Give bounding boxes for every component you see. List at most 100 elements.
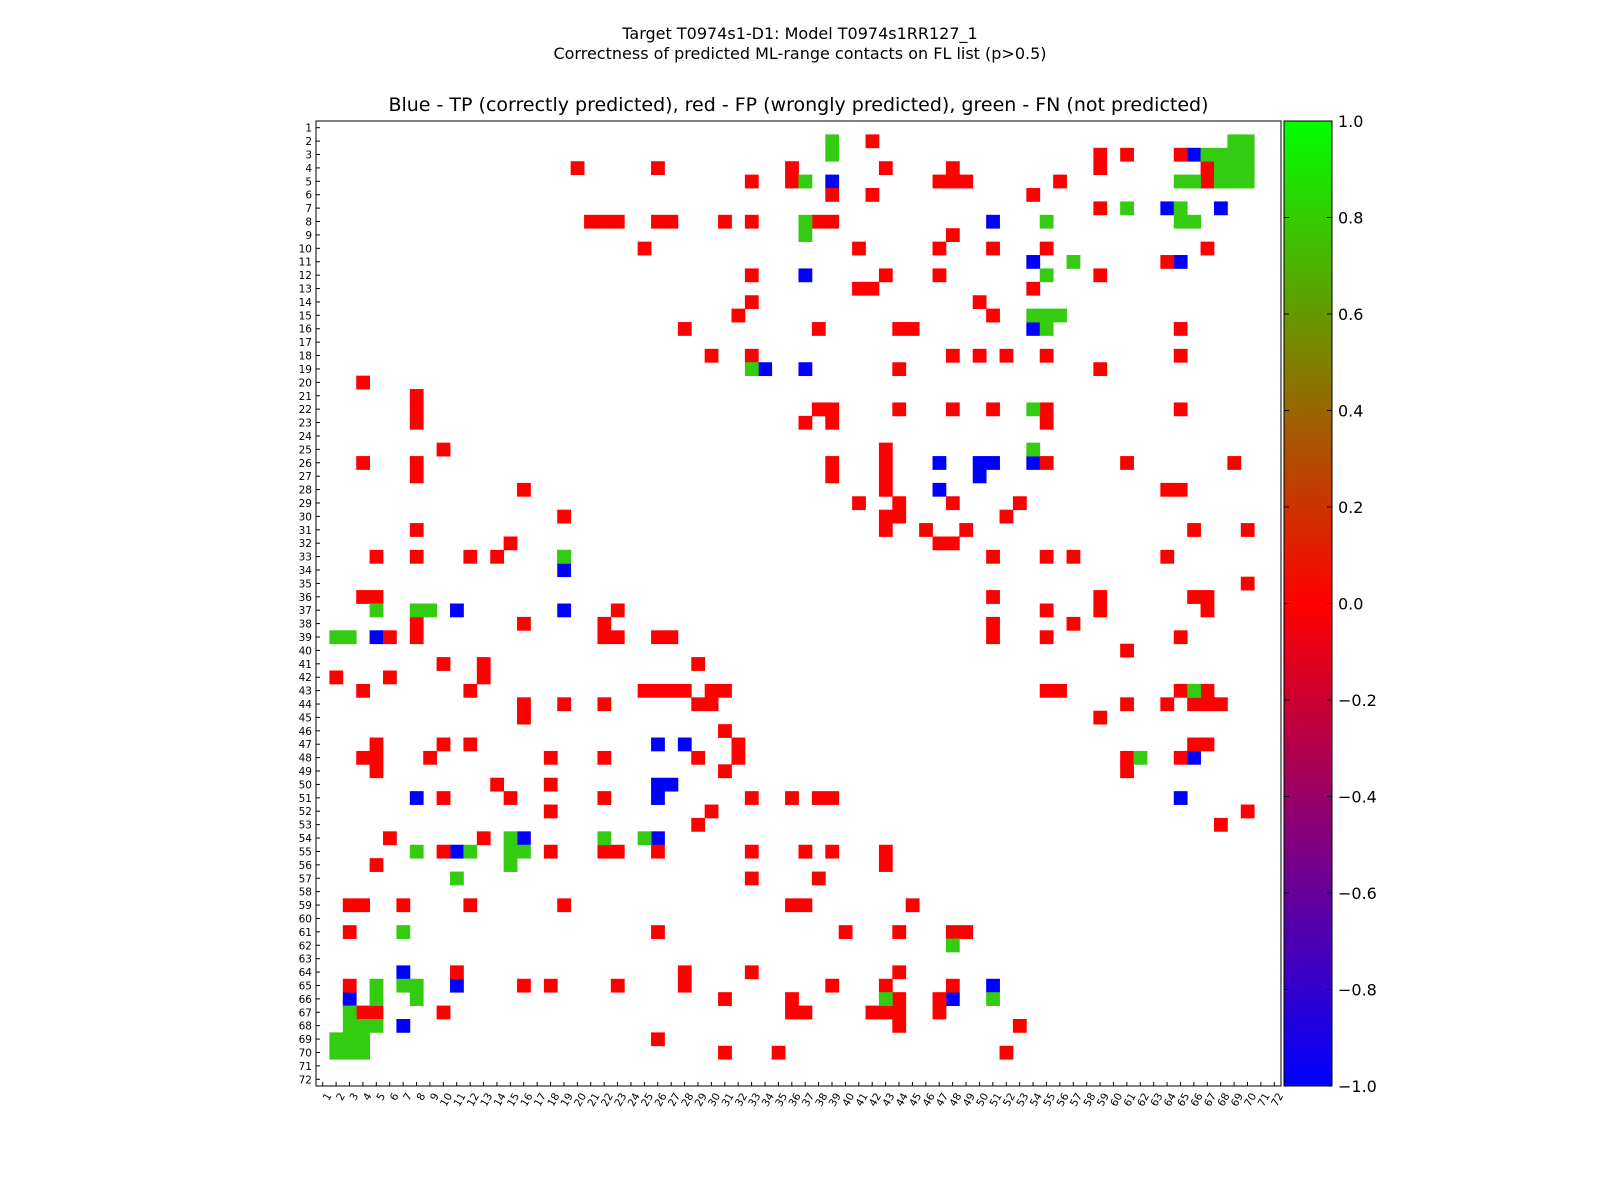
- cell-fp: [1240, 804, 1255, 819]
- y-tick-label: 43: [299, 686, 312, 698]
- y-tick-label: 42: [299, 672, 312, 684]
- cell-fn: [597, 831, 612, 846]
- cell-fn: [557, 549, 572, 564]
- cell-fp: [1120, 147, 1134, 162]
- y-tick-label: 55: [299, 846, 312, 858]
- cell-fp: [825, 844, 840, 859]
- cell-fn: [342, 1032, 357, 1047]
- cell-fn: [945, 938, 960, 953]
- cell-fp: [986, 308, 1000, 323]
- cell-fp: [476, 831, 491, 846]
- cell-fn: [1039, 268, 1054, 283]
- cell-fp: [1173, 630, 1188, 645]
- cell-fp: [825, 214, 840, 229]
- cell-fp: [1173, 683, 1188, 698]
- cell-fn: [878, 992, 893, 1006]
- cell-fp: [1026, 281, 1041, 296]
- cell-fp: [945, 402, 960, 417]
- cell-fp: [1173, 147, 1188, 162]
- cell-fn: [1187, 174, 1201, 189]
- x-tick-label: 33: [746, 1091, 763, 1109]
- cell-fp: [1240, 576, 1255, 591]
- cell-fp: [383, 831, 397, 846]
- cell-fp: [342, 898, 357, 913]
- cell-fp: [865, 281, 880, 296]
- cell-fp: [1039, 683, 1054, 698]
- cell-fn: [329, 1045, 344, 1060]
- cell-fp: [1173, 482, 1188, 497]
- cell-fn: [798, 174, 813, 189]
- cell-fn: [637, 831, 652, 846]
- cell-fn: [1227, 161, 1242, 176]
- cell-fp: [651, 630, 665, 645]
- figure-title-line2: Correctness of predicted ML-range contac…: [553, 44, 1047, 63]
- x-tick-label: 31: [720, 1091, 737, 1109]
- cell-fn: [369, 603, 384, 618]
- cell-fp: [986, 630, 1000, 645]
- y-tick-label: 11: [299, 257, 312, 269]
- cell-fp: [677, 978, 692, 993]
- x-tick-label: 66: [1189, 1091, 1206, 1109]
- y-tick-label: 29: [299, 498, 312, 510]
- cell-fn: [1039, 322, 1054, 336]
- y-tick-label: 56: [299, 860, 313, 872]
- y-tick-label: 23: [299, 418, 312, 430]
- cell-tp: [798, 268, 813, 283]
- y-tick-label: 21: [299, 391, 312, 403]
- colorbar-tick-label: −0.4: [1338, 788, 1377, 807]
- cell-fp: [436, 442, 451, 457]
- cell-fp: [409, 616, 424, 631]
- cell-fp: [718, 764, 732, 779]
- y-tick-label: 41: [299, 659, 312, 671]
- cell-fp: [1120, 456, 1134, 470]
- cell-fp: [892, 322, 907, 336]
- colorbar-ticks: 1.0 0.8 0.6 0.4 0.2 0.0 −0.2 −0.4 −0.6 −0.8 −1.0: [1284, 112, 1377, 1096]
- cell-tp: [798, 362, 813, 377]
- x-tick-label: 23: [612, 1091, 629, 1109]
- cell-fp: [1160, 482, 1175, 497]
- cell-tp: [651, 777, 665, 792]
- cell-fp: [691, 817, 706, 832]
- cell-fp: [409, 402, 424, 417]
- x-tick-label: 57: [1068, 1091, 1085, 1109]
- x-tick-label: 61: [1122, 1091, 1139, 1109]
- x-tick-label: 29: [693, 1091, 710, 1109]
- cell-fp: [892, 496, 907, 511]
- cell-tp: [1187, 750, 1201, 765]
- cell-fn: [503, 844, 518, 859]
- cell-fp: [1160, 697, 1175, 712]
- cell-fp: [1093, 147, 1108, 162]
- y-tick-label: 65: [299, 980, 312, 992]
- x-tick-label: 52: [1001, 1091, 1018, 1109]
- cell-fp: [878, 482, 893, 497]
- y-tick-label: 26: [299, 458, 313, 470]
- cell-fp: [744, 295, 759, 310]
- y-tick-label: 67: [299, 1007, 312, 1019]
- cell-tp: [557, 563, 572, 578]
- cell-fp: [878, 509, 893, 524]
- y-tick-label: 31: [299, 525, 312, 537]
- y-tick-label: 20: [299, 377, 312, 389]
- cell-fn: [409, 603, 424, 618]
- cell-fp: [409, 415, 424, 430]
- cell-fn: [1187, 214, 1201, 229]
- y-tick-label: 58: [299, 887, 312, 899]
- x-tick-label: 5: [374, 1091, 388, 1103]
- x-tick-label: 27: [666, 1091, 683, 1109]
- cell-fp: [651, 161, 665, 176]
- cell-fp: [409, 456, 424, 470]
- cell-fp: [1093, 710, 1108, 725]
- cell-fp: [932, 536, 947, 551]
- x-tick-label: 11: [451, 1091, 468, 1109]
- cell-fp: [597, 630, 612, 645]
- cell-tp: [369, 630, 384, 645]
- cell-tp: [932, 482, 947, 497]
- cell-fp: [704, 683, 719, 698]
- cell-fp: [1213, 697, 1228, 712]
- cell-fp: [704, 804, 719, 819]
- cell-fp: [1120, 764, 1134, 779]
- y-tick-label: 53: [299, 820, 312, 832]
- cell-fp: [691, 657, 706, 671]
- y-tick-label: 64: [299, 967, 313, 979]
- x-tick-label: 67: [1202, 1091, 1219, 1109]
